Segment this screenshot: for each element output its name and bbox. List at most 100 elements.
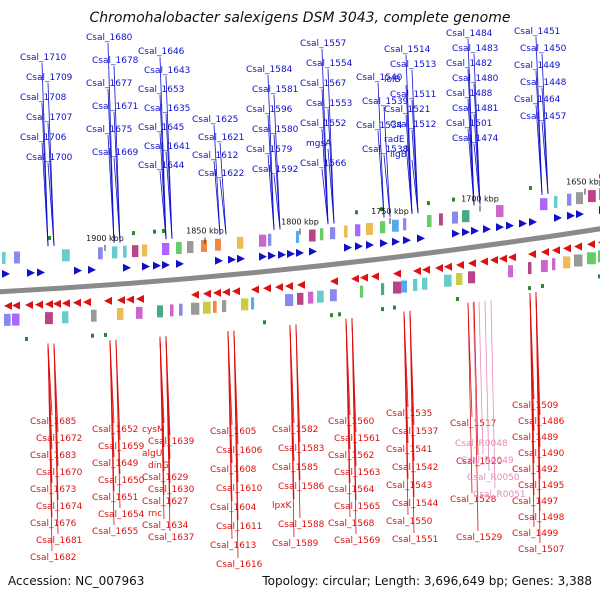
top-gene-leader-line <box>405 114 413 214</box>
reverse-gene-arrow <box>53 299 61 308</box>
forward-feature-block <box>330 227 336 240</box>
reverse-gene-arrow <box>435 263 443 272</box>
top-gene-label: Csal_1552 <box>300 119 346 129</box>
scale-tick-label: 1900 kbp <box>86 234 124 243</box>
forward-gene-arrow <box>237 254 245 263</box>
bottom-gene-label: Csal_1682 <box>30 553 76 563</box>
rna-gene-label: Csal_R0050 <box>467 473 520 483</box>
reverse-gene-arrow <box>251 285 259 294</box>
forward-gene-arrow <box>153 261 161 270</box>
bottom-gene-label: Csal_1608 <box>210 465 257 475</box>
bottom-gene-label: Csal_1492 <box>512 465 558 475</box>
gc-marker <box>104 332 107 337</box>
top-gene-leader-line <box>377 82 385 218</box>
top-gene-label: Csal_1553 <box>306 99 352 109</box>
reverse-feature-block <box>381 283 385 296</box>
bottom-gene-label: Csal_1651 <box>92 493 138 503</box>
bottom-gene-label: dinG <box>148 461 169 471</box>
gc-marker <box>48 235 51 240</box>
top-gene-label: Csal_1483 <box>452 44 498 54</box>
reverse-gene-arrow <box>393 269 401 278</box>
reverse-gene-arrow <box>499 254 507 263</box>
reverse-gene-arrow <box>413 266 421 275</box>
reverse-gene-arrow <box>213 288 221 297</box>
bottom-gene-label: Csal_1560 <box>328 417 375 427</box>
bottom-gene-label: Csal_1637 <box>148 533 194 543</box>
gc-marker <box>529 185 532 190</box>
gc-marker <box>355 210 358 215</box>
bottom-gene-label: Csal_1562 <box>328 451 374 461</box>
top-gene-label: ligB <box>390 150 407 160</box>
forward-gene-arrow <box>27 268 35 277</box>
forward-gene-arrow <box>228 255 236 264</box>
forward-gene-arrow <box>392 237 400 246</box>
forward-feature-block <box>462 210 470 223</box>
gc-marker <box>132 231 135 236</box>
reverse-feature-block <box>308 291 314 304</box>
top-gene-leader-line <box>107 88 115 243</box>
bottom-gene-leader-line <box>165 336 171 532</box>
bottom-gene-label: Csal_1650 <box>98 476 145 486</box>
gc-marker <box>338 312 341 317</box>
top-gene-label: Csal_1450 <box>520 44 567 54</box>
reverse-feature-block <box>285 294 294 307</box>
reverse-feature-block <box>213 300 217 313</box>
top-gene-leader-line <box>541 87 549 194</box>
bottom-gene-label: Csal_1586 <box>278 482 325 492</box>
forward-feature-block <box>427 215 432 228</box>
reverse-gene-arrow <box>444 262 452 271</box>
bottom-gene-label: Csal_1569 <box>334 536 381 546</box>
bottom-gene-label: Csal_1551 <box>392 535 438 545</box>
forward-gene-arrow <box>37 268 45 277</box>
bottom-gene-leader-line <box>159 336 165 520</box>
top-gene-label: Csal_1554 <box>306 59 353 69</box>
reverse-feature-block <box>456 273 463 286</box>
rna-gene-leader-line <box>478 301 484 455</box>
top-gene-labels: Csal_1710 Csal_1709 Csal_1708 Csal_1707 Csal… <box>20 27 567 247</box>
reverse-feature-block <box>91 309 97 322</box>
reverse-feature-block <box>587 252 596 265</box>
forward-feature-block <box>366 222 373 235</box>
scale-tick-label: 1850 kbp <box>186 227 224 236</box>
forward-gene-arrow <box>268 251 276 260</box>
bottom-gene-label: Csal_1611 <box>216 522 262 532</box>
reverse-gene-arrow <box>468 259 476 268</box>
reverse-gene-arrow <box>330 277 338 286</box>
top-gene-label: Csal_1677 <box>86 79 132 89</box>
top-gene-label: Csal_1641 <box>144 142 190 152</box>
bottom-gene-leader-line <box>529 293 535 528</box>
top-gene-label: Csal_1635 <box>144 104 190 114</box>
bottom-gene-label: Csal_1676 <box>30 519 77 529</box>
reverse-feature-block <box>241 298 249 311</box>
gc-marker <box>381 307 384 312</box>
reverse-feature-block <box>598 250 600 263</box>
bottom-gene-leader-line <box>295 324 301 519</box>
top-gene-label: Csal_1488 <box>446 89 493 99</box>
bottom-gene-label: Csal_1490 <box>518 449 565 459</box>
top-gene-label: Csal_1581 <box>252 85 298 95</box>
bottom-gene-label: Csal_1563 <box>334 468 380 478</box>
gc-marker <box>25 337 28 342</box>
forward-gene-arrow <box>355 242 363 251</box>
reverse-gene-arrow <box>232 287 240 296</box>
top-gene-label: Csal_1449 <box>514 61 561 71</box>
top-gene-label: Csal_1448 <box>520 78 567 88</box>
reverse-feature-block <box>62 311 69 324</box>
forward-feature-block <box>403 218 407 231</box>
reverse-gene-arrow <box>126 295 134 304</box>
bottom-gene-label: Csal_1495 <box>518 481 564 491</box>
reverse-gene-arrow <box>136 294 144 303</box>
bottom-gene-label: Csal_1585 <box>272 463 318 473</box>
top-gene-label: Csal_1512 <box>390 120 436 130</box>
bottom-gene-label: Csal_1564 <box>328 485 375 495</box>
forward-feature-block <box>112 246 118 259</box>
forward-gene-arrow <box>2 269 10 278</box>
bottom-gene-label: Csal_1639 <box>148 437 195 447</box>
top-gene-leader-line <box>377 130 385 218</box>
top-gene-leader-line <box>213 160 221 235</box>
top-gene-label: Csal_1481 <box>452 104 498 114</box>
forward-feature-block <box>259 234 267 247</box>
top-gene-label: radE <box>384 135 405 145</box>
bottom-gene-label: Csal_1655 <box>92 527 138 537</box>
top-gene-leader-line <box>321 128 329 225</box>
